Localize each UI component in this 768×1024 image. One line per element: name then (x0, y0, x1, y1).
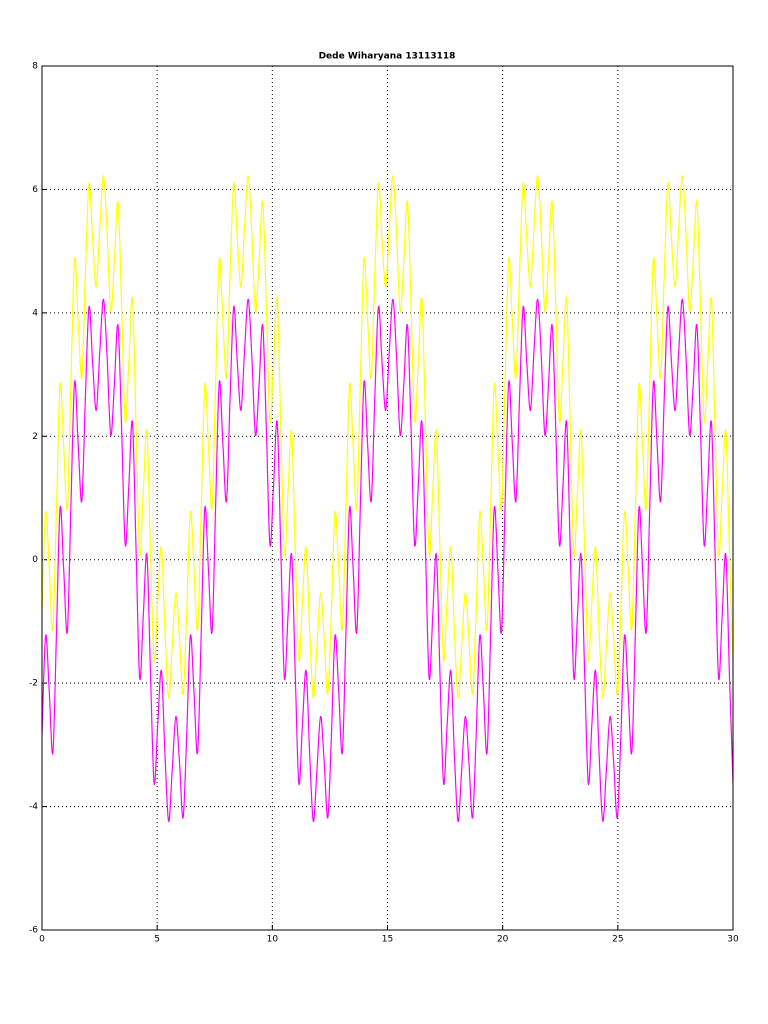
y-tick-label: 6 (32, 185, 38, 195)
y-tick-label: 2 (32, 432, 38, 442)
y-tick-label: 8 (32, 62, 38, 72)
y-tick-label: 0 (32, 555, 38, 565)
plot-area (42, 175, 733, 822)
y-tick-label: -4 (29, 802, 38, 812)
x-tick-label: 15 (382, 935, 393, 945)
axes-box (41, 65, 734, 931)
data-line (42, 298, 733, 822)
x-tick-label: 25 (612, 935, 623, 945)
x-tick-label: 20 (497, 935, 509, 945)
data-line (42, 175, 733, 699)
x-tick-label: 0 (39, 935, 45, 945)
x-tick-label: 10 (267, 935, 279, 945)
x-tick-label: 5 (154, 935, 160, 945)
y-tick-label: 4 (32, 308, 38, 318)
y-tick-label: -6 (29, 926, 38, 936)
y-tick-label: -2 (29, 679, 38, 689)
chart-title: Dede Wiharyana 13113118 (319, 52, 456, 62)
x-tick-label: 30 (727, 935, 739, 945)
